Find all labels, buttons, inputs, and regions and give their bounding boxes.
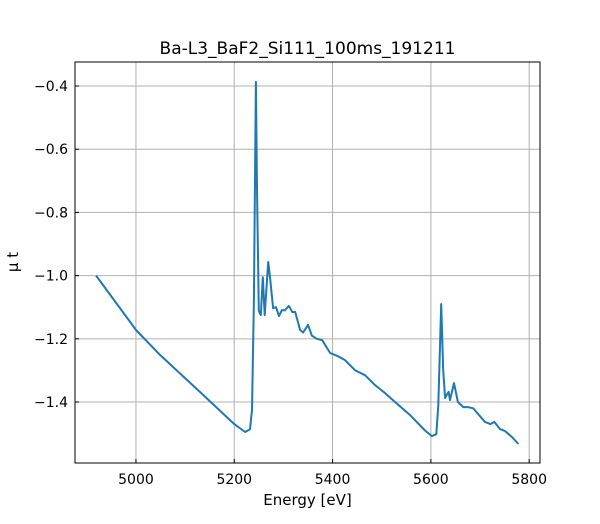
y-ticks: −0.4 −0.6 −0.8 −1.0 −1.2 −1.4 [34, 79, 79, 411]
series-line-mu_t [95, 80, 520, 445]
y-tick-label: −1.0 [34, 269, 68, 285]
y-axis-label: μ t [4, 252, 22, 272]
plot-frame [74, 61, 541, 464]
x-tick-label: 5600 [413, 472, 449, 488]
x-axis-label: Energy [eV] [263, 491, 351, 509]
y-tick-label: −0.8 [34, 205, 68, 221]
y-tick-label: −1.4 [34, 395, 68, 411]
series [95, 80, 520, 445]
y-tick-label: −0.6 [34, 142, 68, 158]
grid [75, 62, 540, 463]
x-ticks: 5000 5200 5400 5600 5800 [118, 459, 547, 488]
x-tick-label: 5200 [216, 472, 252, 488]
y-tick-label: −1.2 [34, 332, 68, 348]
x-tick-label: 5400 [315, 472, 351, 488]
y-tick-label: −0.4 [34, 79, 68, 95]
x-tick-label: 5000 [118, 472, 154, 488]
x-tick-label: 5800 [511, 472, 547, 488]
chart-title: Ba-L3_BaF2_Si111_100ms_191211 [160, 39, 456, 59]
